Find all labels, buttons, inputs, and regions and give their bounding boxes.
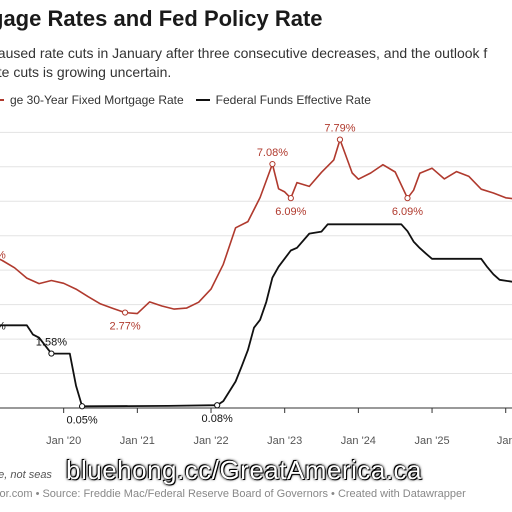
chart-gridlines bbox=[0, 131, 512, 409]
annotation-label: 2.77% bbox=[109, 321, 140, 333]
x-tick-label: Jan '25 bbox=[414, 435, 449, 447]
x-tick-label: Jan '21 bbox=[120, 435, 155, 447]
footnote: ge, not seas bbox=[0, 469, 52, 481]
chart-annotations: % 2.77% 7.08% 6.09% 7.79% 6.09%% 1.58% 0.05% 0.0… bbox=[0, 123, 423, 427]
annotation-label: 1.58% bbox=[36, 337, 67, 349]
annotation-label: 7.08% bbox=[257, 147, 288, 159]
annotation-label: 7.79% bbox=[324, 123, 355, 135]
x-tick-label: Jan '20 bbox=[46, 435, 81, 447]
legend-label-fed-funds: Federal Funds Effective Rate bbox=[215, 93, 371, 107]
fed-funds-rate-line bbox=[0, 223, 512, 408]
x-tick-label: Jan '23 bbox=[267, 435, 302, 447]
annotation-label: 6.09% bbox=[275, 206, 306, 218]
subtitle-line-2: ate cuts is growing uncertain. bbox=[0, 64, 172, 80]
watermark-text: bluehong.cc/GreatAmerica.ca bbox=[66, 455, 423, 485]
annotation-marker bbox=[214, 402, 221, 409]
legend-swatch-mortgage bbox=[0, 99, 4, 101]
legend-label-mortgage: ge 30-Year Fixed Mortgage Rate bbox=[10, 93, 184, 107]
x-tick-label: Jan bbox=[497, 435, 512, 447]
chart-subtitle: paused rate cuts in January after three … bbox=[0, 44, 512, 82]
annotation-label: 0.05% bbox=[66, 414, 97, 426]
source-credit: ltor.com • Source: Freddie Mac/Federal R… bbox=[0, 488, 466, 500]
chart-title: gage Rates and Fed Policy Rate bbox=[0, 6, 323, 31]
x-tick-label: Jan '24 bbox=[341, 435, 376, 447]
annotation-marker bbox=[336, 136, 344, 143]
annotation-label: % bbox=[0, 250, 6, 262]
legend-swatch-fed-funds bbox=[195, 99, 210, 101]
annotation-marker bbox=[287, 195, 294, 202]
annotation-marker bbox=[48, 350, 55, 357]
x-axis: Jan '20 Jan '21 Jan '22 Jan '23 Jan '24 Jan '… bbox=[46, 408, 512, 447]
mortgage-rate-line bbox=[0, 138, 512, 315]
x-tick-label: Jan '22 bbox=[193, 435, 228, 447]
chart-legend: ge 30-Year Fixed Mortgage Rate Federal F… bbox=[0, 93, 371, 107]
annotation-marker bbox=[269, 160, 276, 168]
subtitle-line-1: paused rate cuts in January after three … bbox=[0, 45, 488, 61]
annotation-label: 6.09% bbox=[392, 206, 423, 218]
annotation-marker bbox=[121, 309, 129, 316]
annotation-marker bbox=[404, 195, 411, 202]
annotation-marker bbox=[78, 403, 86, 410]
chart-series bbox=[0, 138, 512, 408]
annotation-label: 0.08% bbox=[202, 413, 233, 425]
annotation-label: % bbox=[0, 320, 6, 332]
